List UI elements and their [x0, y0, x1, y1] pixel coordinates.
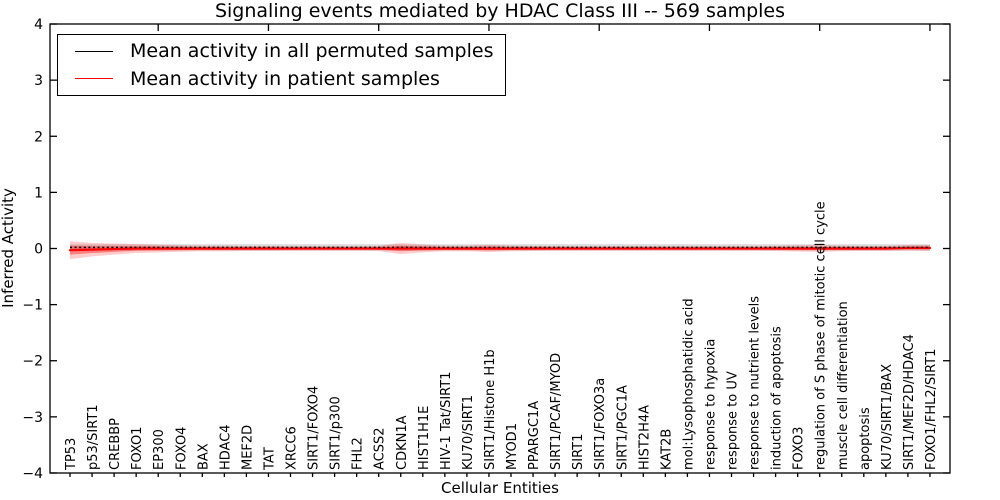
x-tick-label: response to hypoxia — [703, 339, 718, 470]
x-tick-label: SIRT1 — [571, 434, 586, 470]
x-tick-label: ACSS2 — [373, 427, 388, 470]
y-tick-label: −3 — [22, 410, 43, 426]
x-tick-label: HDAC4 — [218, 424, 233, 470]
x-tick-label: HIST2H4A — [637, 405, 652, 470]
y-tick-label: 2 — [34, 129, 43, 145]
y-axis-label: Inferred Activity — [0, 188, 17, 308]
axis-ticks — [50, 23, 950, 477]
patient-mean-line — [68, 246, 932, 252]
y-tick-label: 1 — [34, 185, 43, 201]
patient-line-sample — [75, 78, 113, 80]
series-lines — [68, 246, 932, 252]
x-tick-label: induction of apoptosis — [770, 326, 785, 470]
x-tick-label: MEF2D — [240, 425, 255, 470]
patient-std-band-outer — [70, 241, 930, 260]
x-tick-label: BAX — [196, 443, 211, 470]
x-tick-label: EP300 — [152, 429, 167, 470]
legend-box: Mean activity in all permuted samples Me… — [57, 34, 506, 96]
x-tick-label: TAT — [262, 447, 277, 471]
x-tick-label: FOXO1 — [130, 427, 145, 470]
x-tick-label: SIRT1/PGC1A — [615, 385, 630, 470]
x-axis-label: Cellular Entities — [441, 479, 559, 497]
x-tick-label: HIV-1 Tat/SIRT1 — [439, 372, 454, 470]
x-tick-label: regulation of S phase of mitotic cell cy… — [814, 201, 829, 470]
x-tick-label: FOXO4 — [174, 427, 189, 470]
x-tick-label: SIRT1/FOXO4 — [307, 386, 322, 470]
std-bands — [70, 241, 930, 260]
x-tick-label: FOXO1/FHL2/SIRT1 — [924, 349, 939, 470]
x-tick-label: apoptosis — [858, 407, 873, 470]
x-tick-label: SIRT1/PCAF/MYOD — [549, 353, 564, 470]
y-tick-label: 0 — [34, 242, 43, 258]
legend-entry-patient: Mean activity in patient samples — [58, 68, 505, 90]
y-tick-label: −4 — [22, 466, 43, 482]
x-tick-label: CDKN1A — [395, 415, 410, 470]
x-tick-label: PPARGC1A — [527, 401, 542, 470]
x-tick-label: response to UV — [726, 371, 741, 470]
x-tick-label: SIRT1/Histone H1b — [483, 349, 498, 470]
x-tick-label: mol:Lysophosphatidic acid — [681, 298, 696, 470]
legend-label-permuted: Mean activity in all permuted samples — [130, 40, 494, 63]
x-tick-label: SIRT1/p300 — [329, 396, 344, 470]
y-tick-label: −1 — [22, 298, 43, 314]
permuted-line-sample — [75, 50, 113, 52]
x-tick-label: CREBBP — [108, 418, 123, 470]
y-tick-label: 3 — [34, 73, 43, 89]
legend-entry-permuted: Mean activity in all permuted samples — [58, 40, 505, 62]
x-tick-label: KU70/SIRT1/BAX — [880, 364, 895, 470]
x-tick-label: KU70/SIRT1 — [461, 395, 476, 470]
x-tick-label: MYOD1 — [505, 423, 520, 470]
x-tick-label: TP53 — [64, 438, 79, 471]
y-tick-label: −2 — [22, 354, 43, 370]
x-tick-label: HIST1H1E — [417, 406, 432, 470]
x-tick-label: SIRT1/MEF2D/HDAC4 — [902, 334, 917, 470]
x-tick-label: muscle cell differentiation — [836, 301, 851, 470]
chart-title: Signaling events mediated by HDAC Class … — [215, 0, 785, 22]
legend-label-patient: Mean activity in patient samples — [130, 67, 440, 90]
x-tick-label: p53/SIRT1 — [86, 404, 101, 470]
x-tick-label: response to nutrient levels — [748, 296, 763, 470]
x-tick-label: KAT2B — [659, 429, 674, 470]
tick-labels: −4 −3 −2 −1 0 1 2 3 4 TP53 p53/SIRT1 CREBBP FOXO1 EP3… — [22, 17, 939, 482]
x-tick-label: SIRT1/FOXO3a — [593, 378, 608, 470]
x-tick-label: XRCC6 — [285, 426, 300, 470]
y-tick-label: 4 — [34, 17, 43, 33]
x-tick-label: FOXO3 — [792, 427, 807, 470]
x-tick-label: FHL2 — [351, 437, 366, 470]
